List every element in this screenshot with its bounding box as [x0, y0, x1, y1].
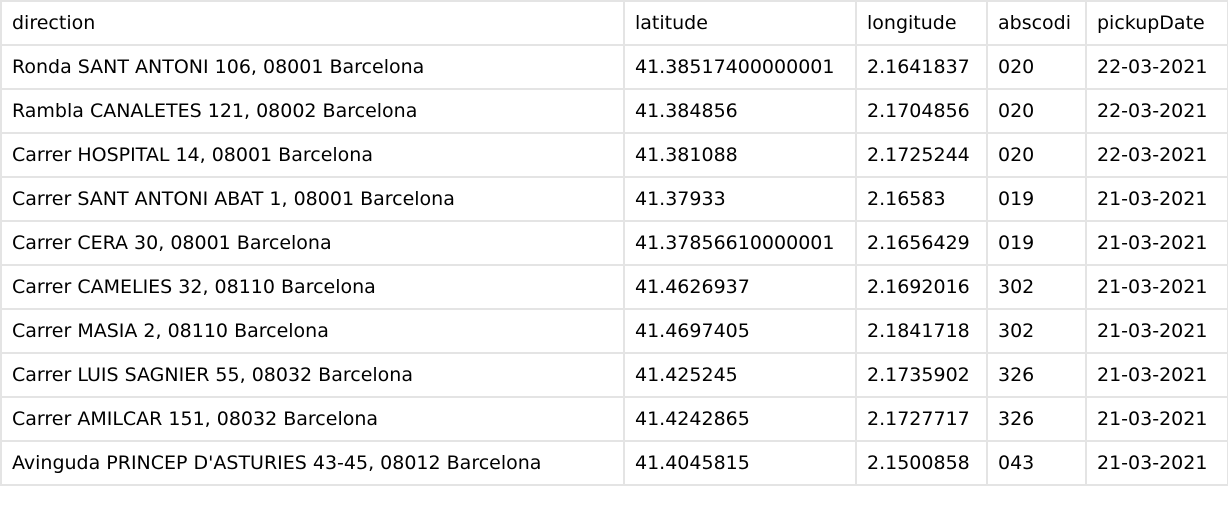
column-header-direction[interactable]: direction [0, 0, 625, 46]
longitude-cell: 2.1704856 [855, 88, 988, 134]
table-row: Carrer LUIS SAGNIER 55, 08032 Barcelona 4… [0, 352, 1228, 398]
longitude-cell: 2.1656429 [855, 220, 988, 266]
table-row: Rambla CANALETES 121, 08002 Barcelona 41.… [0, 88, 1228, 134]
data-table: direction latitude longitude abscodi pic… [0, 0, 1228, 486]
table-row: Ronda SANT ANTONI 106, 08001 Barcelona 41… [0, 44, 1228, 90]
longitude-cell: 2.1725244 [855, 132, 988, 178]
latitude-cell: 41.4626937 [623, 264, 857, 310]
pickupdate-cell: 21-03-2021 [1085, 176, 1228, 222]
direction-cell: Carrer CERA 30, 08001 Barcelona [0, 220, 625, 266]
latitude-cell: 41.4697405 [623, 308, 857, 354]
column-header-abscodi[interactable]: abscodi [986, 0, 1087, 46]
direction-cell: Ronda SANT ANTONI 106, 08001 Barcelona [0, 44, 625, 90]
table-body: Ronda SANT ANTONI 106, 08001 Barcelona 41… [0, 44, 1228, 486]
longitude-cell: 2.1841718 [855, 308, 988, 354]
longitude-cell: 2.1641837 [855, 44, 988, 90]
pickupdate-cell: 22-03-2021 [1085, 132, 1228, 178]
pickupdate-cell: 21-03-2021 [1085, 396, 1228, 442]
abscodi-cell: 019 [986, 220, 1087, 266]
direction-cell: Rambla CANALETES 121, 08002 Barcelona [0, 88, 625, 134]
pickupdate-cell: 21-03-2021 [1085, 308, 1228, 354]
direction-cell: Carrer HOSPITAL 14, 08001 Barcelona [0, 132, 625, 178]
latitude-cell: 41.37933 [623, 176, 857, 222]
latitude-cell: 41.381088 [623, 132, 857, 178]
table-row: Carrer SANT ANTONI ABAT 1, 08001 Barcelo… [0, 176, 1228, 222]
latitude-cell: 41.425245 [623, 352, 857, 398]
table-row: Carrer CERA 30, 08001 Barcelona 41.378566… [0, 220, 1228, 266]
latitude-cell: 41.37856610000001 [623, 220, 857, 266]
direction-cell: Avinguda PRINCEP D'ASTURIES 43-45, 08012… [0, 440, 625, 486]
abscodi-cell: 302 [986, 264, 1087, 310]
pickupdate-cell: 21-03-2021 [1085, 352, 1228, 398]
abscodi-cell: 302 [986, 308, 1087, 354]
longitude-cell: 2.1692016 [855, 264, 988, 310]
abscodi-cell: 326 [986, 396, 1087, 442]
abscodi-cell: 043 [986, 440, 1087, 486]
direction-cell: Carrer LUIS SAGNIER 55, 08032 Barcelona [0, 352, 625, 398]
longitude-cell: 2.1727717 [855, 396, 988, 442]
longitude-cell: 2.1500858 [855, 440, 988, 486]
pickupdate-cell: 21-03-2021 [1085, 220, 1228, 266]
abscodi-cell: 019 [986, 176, 1087, 222]
column-header-pickupdate[interactable]: pickupDate [1085, 0, 1228, 46]
latitude-cell: 41.384856 [623, 88, 857, 134]
header-row: direction latitude longitude abscodi pic… [0, 0, 1228, 46]
direction-cell: Carrer AMILCAR 151, 08032 Barcelona [0, 396, 625, 442]
direction-cell: Carrer CAMELIES 32, 08110 Barcelona [0, 264, 625, 310]
pickupdate-cell: 21-03-2021 [1085, 264, 1228, 310]
pickupdate-cell: 22-03-2021 [1085, 44, 1228, 90]
table-row: Carrer AMILCAR 151, 08032 Barcelona 41.42… [0, 396, 1228, 442]
latitude-cell: 41.38517400000001 [623, 44, 857, 90]
table-row: Carrer HOSPITAL 14, 08001 Barcelona 41.38… [0, 132, 1228, 178]
abscodi-cell: 020 [986, 88, 1087, 134]
table-row: Carrer MASIA 2, 08110 Barcelona 41.469740… [0, 308, 1228, 354]
longitude-cell: 2.16583 [855, 176, 988, 222]
latitude-cell: 41.4045815 [623, 440, 857, 486]
pickupdate-cell: 22-03-2021 [1085, 88, 1228, 134]
abscodi-cell: 020 [986, 132, 1087, 178]
table-row: Avinguda PRINCEP D'ASTURIES 43-45, 08012… [0, 440, 1228, 486]
table-row: Carrer CAMELIES 32, 08110 Barcelona 41.46… [0, 264, 1228, 310]
abscodi-cell: 326 [986, 352, 1087, 398]
column-header-latitude[interactable]: latitude [623, 0, 857, 46]
latitude-cell: 41.4242865 [623, 396, 857, 442]
direction-cell: Carrer SANT ANTONI ABAT 1, 08001 Barcelo… [0, 176, 625, 222]
table-header: direction latitude longitude abscodi pic… [0, 0, 1228, 46]
longitude-cell: 2.1735902 [855, 352, 988, 398]
abscodi-cell: 020 [986, 44, 1087, 90]
direction-cell: Carrer MASIA 2, 08110 Barcelona [0, 308, 625, 354]
column-header-longitude[interactable]: longitude [855, 0, 988, 46]
pickupdate-cell: 21-03-2021 [1085, 440, 1228, 486]
